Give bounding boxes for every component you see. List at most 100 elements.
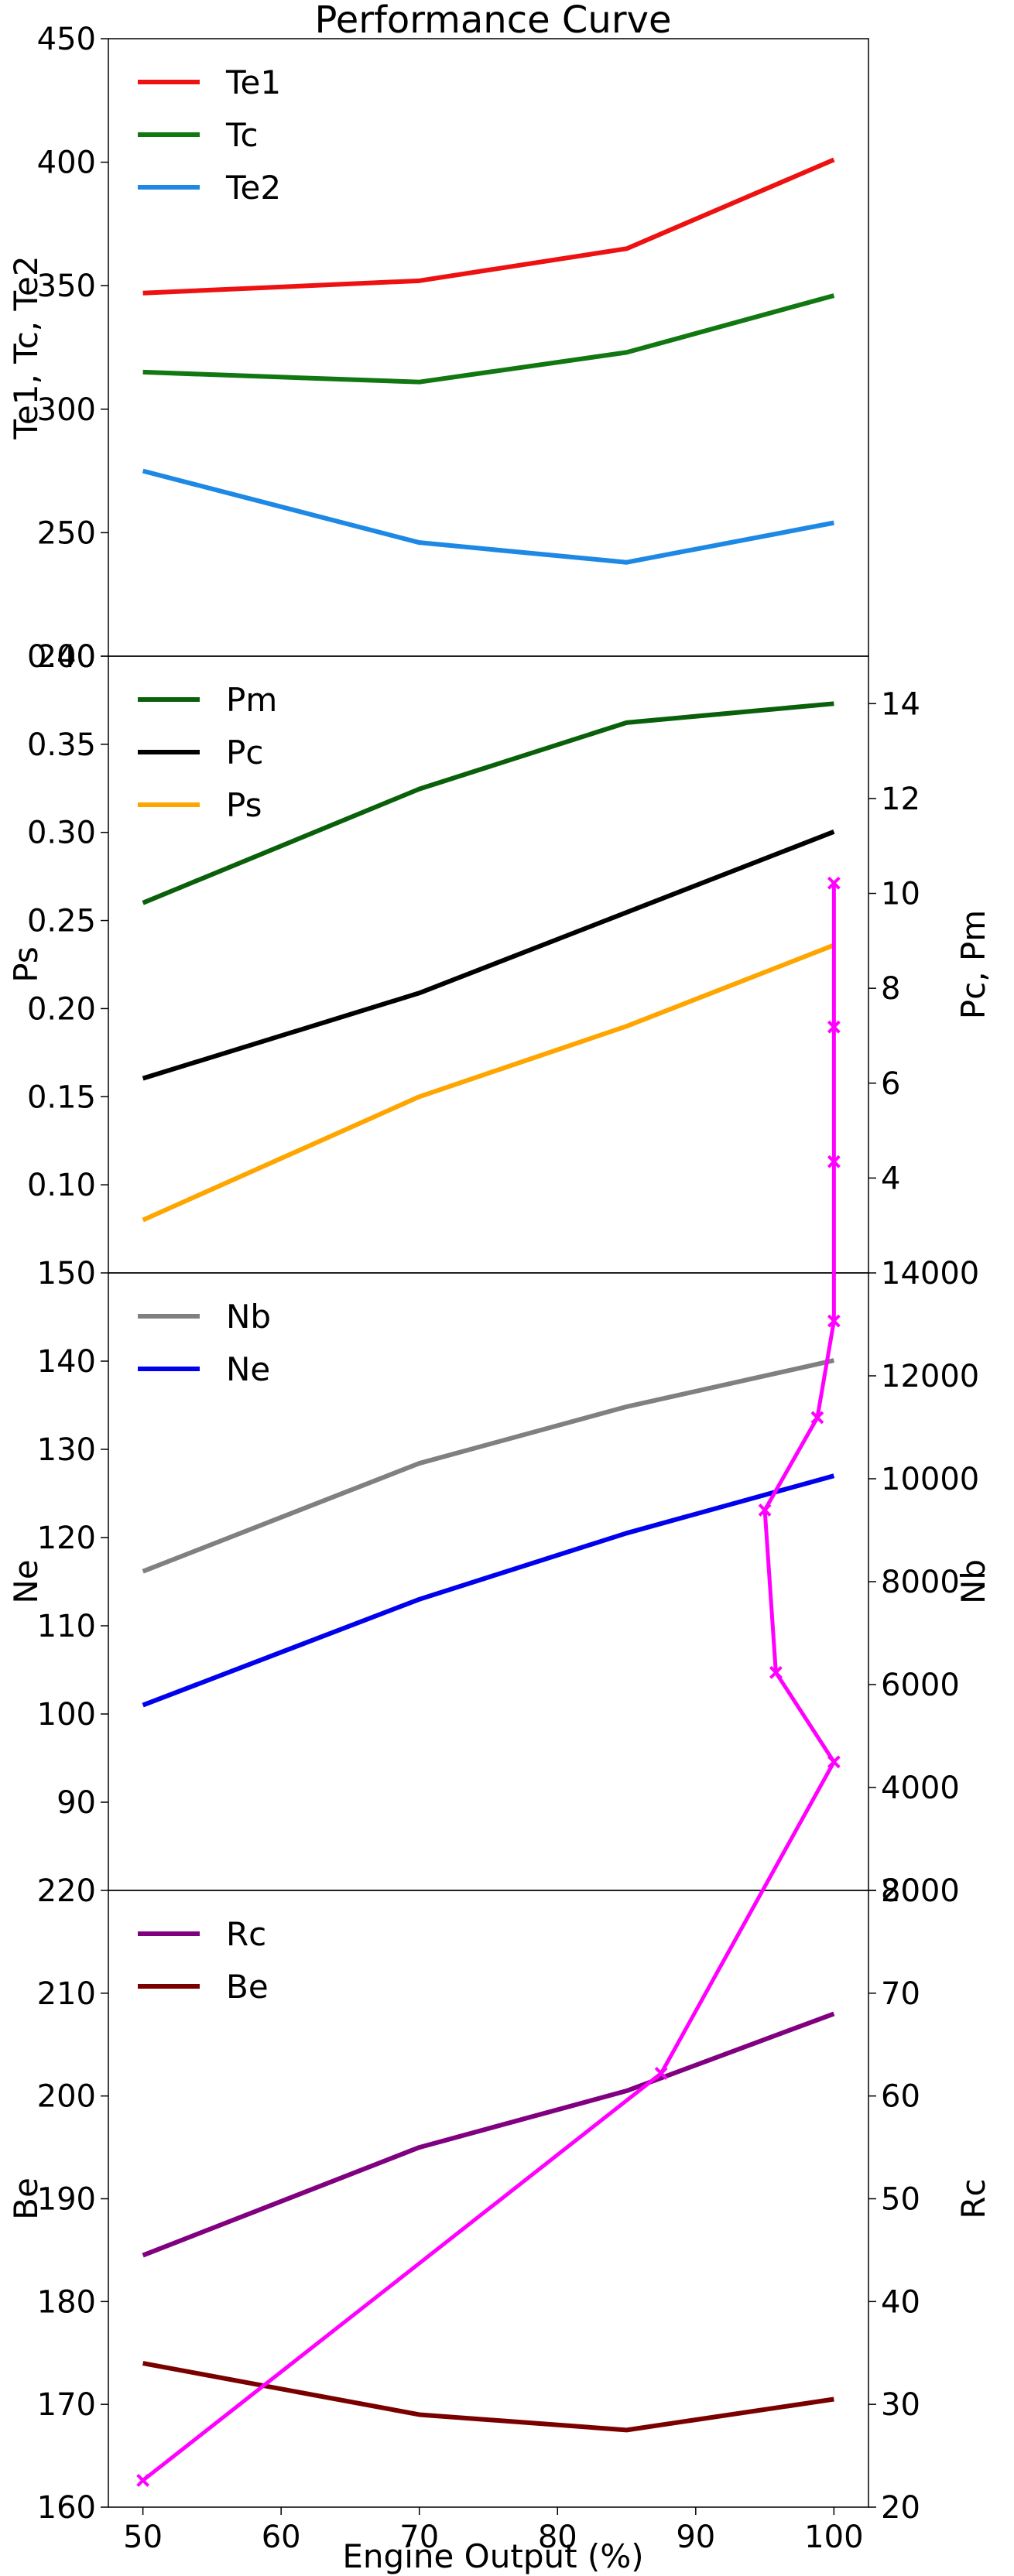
legend-temperature: Te1 Tc Te2 (138, 63, 281, 207)
left-tick-label-consumption: 220 (37, 1873, 96, 1909)
series-line-te1 (142, 157, 835, 296)
left-tick-label-pressure: 0.30 (27, 816, 96, 851)
left-tick-label-temperature: 450 (37, 22, 96, 57)
left-tick-label-speed: 150 (37, 1256, 96, 1291)
panel-temperature: 200 250 300 350 400 450 Te1, Tc, Te2 Te1 Tc Te2 (7, 22, 869, 675)
panel-pressure: 0.10 0.15 0.20 0.25 0.30 0.35 0.40 Ps 4 6 8 10 12 14 P… (7, 639, 992, 1274)
left-tick-label-speed: 110 (37, 1609, 96, 1644)
overlay-marker (758, 1504, 772, 1517)
left-tick-label-pressure: 0.35 (27, 727, 96, 763)
plot-frame-speed (108, 1272, 869, 1891)
left-tick-label-temperature: 300 (37, 392, 96, 428)
right-tick-label-speed: 10000 (881, 1462, 979, 1497)
legend-label-ne: Ne (226, 1350, 270, 1388)
right-tick-label-consumption: 30 (881, 2387, 920, 2423)
right-tick-label-speed: 6000 (881, 1668, 960, 1703)
left-tick-label-pressure: 0.10 (27, 1168, 96, 1203)
left-tick-label-pressure: 0.20 (27, 991, 96, 1027)
x-tick-label: 100 (804, 2520, 863, 2555)
left-tick-label-speed: 120 (37, 1521, 96, 1556)
right-tick-label-pressure: 10 (881, 877, 920, 912)
legend-label-pm: Pm (226, 681, 277, 719)
left-tick-label-pressure: 0.25 (27, 904, 96, 939)
left-axis-label-temperature: Te1, Tc, Te2 (7, 255, 45, 440)
legend-speed: Nb Ne (138, 1298, 271, 1388)
left-axis-label-speed: Ne (7, 1559, 45, 1603)
right-tick-label-consumption: 50 (881, 2182, 920, 2218)
overlay-marker (810, 1411, 824, 1425)
left-tick-label-consumption: 190 (37, 2182, 96, 2218)
series-line-pm (142, 701, 834, 905)
left-tick-label-temperature: 400 (37, 145, 96, 181)
right-tick-label-speed: 2000 (881, 1873, 960, 1909)
left-tick-label-consumption: 170 (37, 2387, 96, 2423)
legend-label-pc: Pc (226, 734, 263, 771)
right-tick-label-pressure: 12 (881, 782, 920, 817)
right-tick-label-consumption: 60 (881, 2079, 920, 2115)
left-tick-label-consumption: 160 (37, 2490, 96, 2526)
left-tick-label-temperature: 250 (37, 515, 96, 551)
right-tick-label-speed: 14000 (881, 1256, 979, 1291)
overlay-marker (827, 1020, 841, 1034)
right-tick-label-pressure: 4 (881, 1161, 900, 1196)
overlay-marker (769, 1665, 783, 1679)
left-tick-label-speed: 140 (37, 1344, 96, 1380)
x-tick-label: 90 (676, 2520, 715, 2555)
left-tick-label-consumption: 180 (37, 2284, 96, 2320)
left-tick-label-speed: 130 (37, 1432, 96, 1468)
series-line-tc (142, 293, 835, 385)
right-axis-label-pressure: Pc, Pm (954, 910, 992, 1019)
left-tick-label-pressure: 0.15 (27, 1079, 96, 1115)
right-tick-label-consumption: 70 (881, 1976, 920, 2012)
left-axis-label-pressure: Ps (7, 946, 45, 982)
right-axis-label-speed: Nb (954, 1559, 992, 1604)
overlay-marker (827, 1314, 841, 1328)
left-axis-label-consumption: Be (7, 2177, 45, 2220)
left-tick-label-consumption: 210 (37, 1976, 96, 2012)
panel-speed: 90 100 110 120 130 140 150 Ne 2000 4000 6000 8000 10… (7, 1256, 992, 1909)
right-tick-label-pressure: 6 (881, 1066, 900, 1102)
x-tick-label: 50 (123, 2520, 163, 2555)
legend-label-be: Be (226, 1968, 269, 2006)
plot-frame-temperature (108, 38, 869, 657)
series-line-be (142, 2361, 834, 2433)
overlay-line (142, 883, 836, 2482)
x-tick-label: 80 (538, 2520, 577, 2555)
left-tick-label-pressure: 0.40 (27, 639, 96, 675)
overlay-marker (136, 2474, 150, 2487)
series-line-pc (142, 830, 835, 1081)
right-tick-label-consumption: 20 (881, 2490, 920, 2526)
legend-pressure: Pm Pc Ps (138, 681, 277, 824)
plot-frame-consumption (108, 1890, 869, 2508)
legend-label-tc: Tc (225, 116, 259, 154)
right-tick-label-consumption: 40 (881, 2284, 920, 2320)
legend-consumption: Rc Be (138, 1915, 269, 2006)
series-line-nb (142, 1358, 835, 1574)
x-axis-label: Engine Output (%) (342, 2537, 643, 2575)
right-tick-label-pressure: 8 (881, 971, 900, 1007)
series-line-ne (142, 1473, 835, 1708)
series-line-te2 (142, 468, 834, 565)
overlay-marker (827, 876, 841, 890)
x-tick-label: 60 (262, 2520, 301, 2555)
right-tick-label-speed: 8000 (881, 1565, 960, 1600)
left-tick-label-speed: 90 (57, 1785, 96, 1821)
left-tick-label-speed: 100 (37, 1697, 96, 1733)
left-tick-label-temperature: 350 (37, 269, 96, 304)
series-line-ps (142, 942, 835, 1223)
right-axis-label-consumption: Rc (954, 2178, 992, 2219)
left-tick-label-temperature: 200 (37, 639, 96, 675)
overlay-series (136, 876, 841, 2487)
overlay-marker (827, 1755, 841, 1769)
overlay-marker (654, 2067, 668, 2080)
right-tick-label-consumption: 80 (881, 1873, 920, 1909)
legend-label-nb: Nb (226, 1298, 271, 1336)
left-tick-label-consumption: 200 (37, 2079, 96, 2115)
right-tick-label-speed: 4000 (881, 1770, 960, 1806)
legend-label-te2: Te2 (225, 169, 281, 207)
legend-label-te1: Te1 (225, 63, 281, 101)
right-tick-label-pressure: 14 (881, 686, 920, 722)
overlay-marker (827, 1155, 841, 1168)
series-line-rc (142, 2011, 835, 2258)
